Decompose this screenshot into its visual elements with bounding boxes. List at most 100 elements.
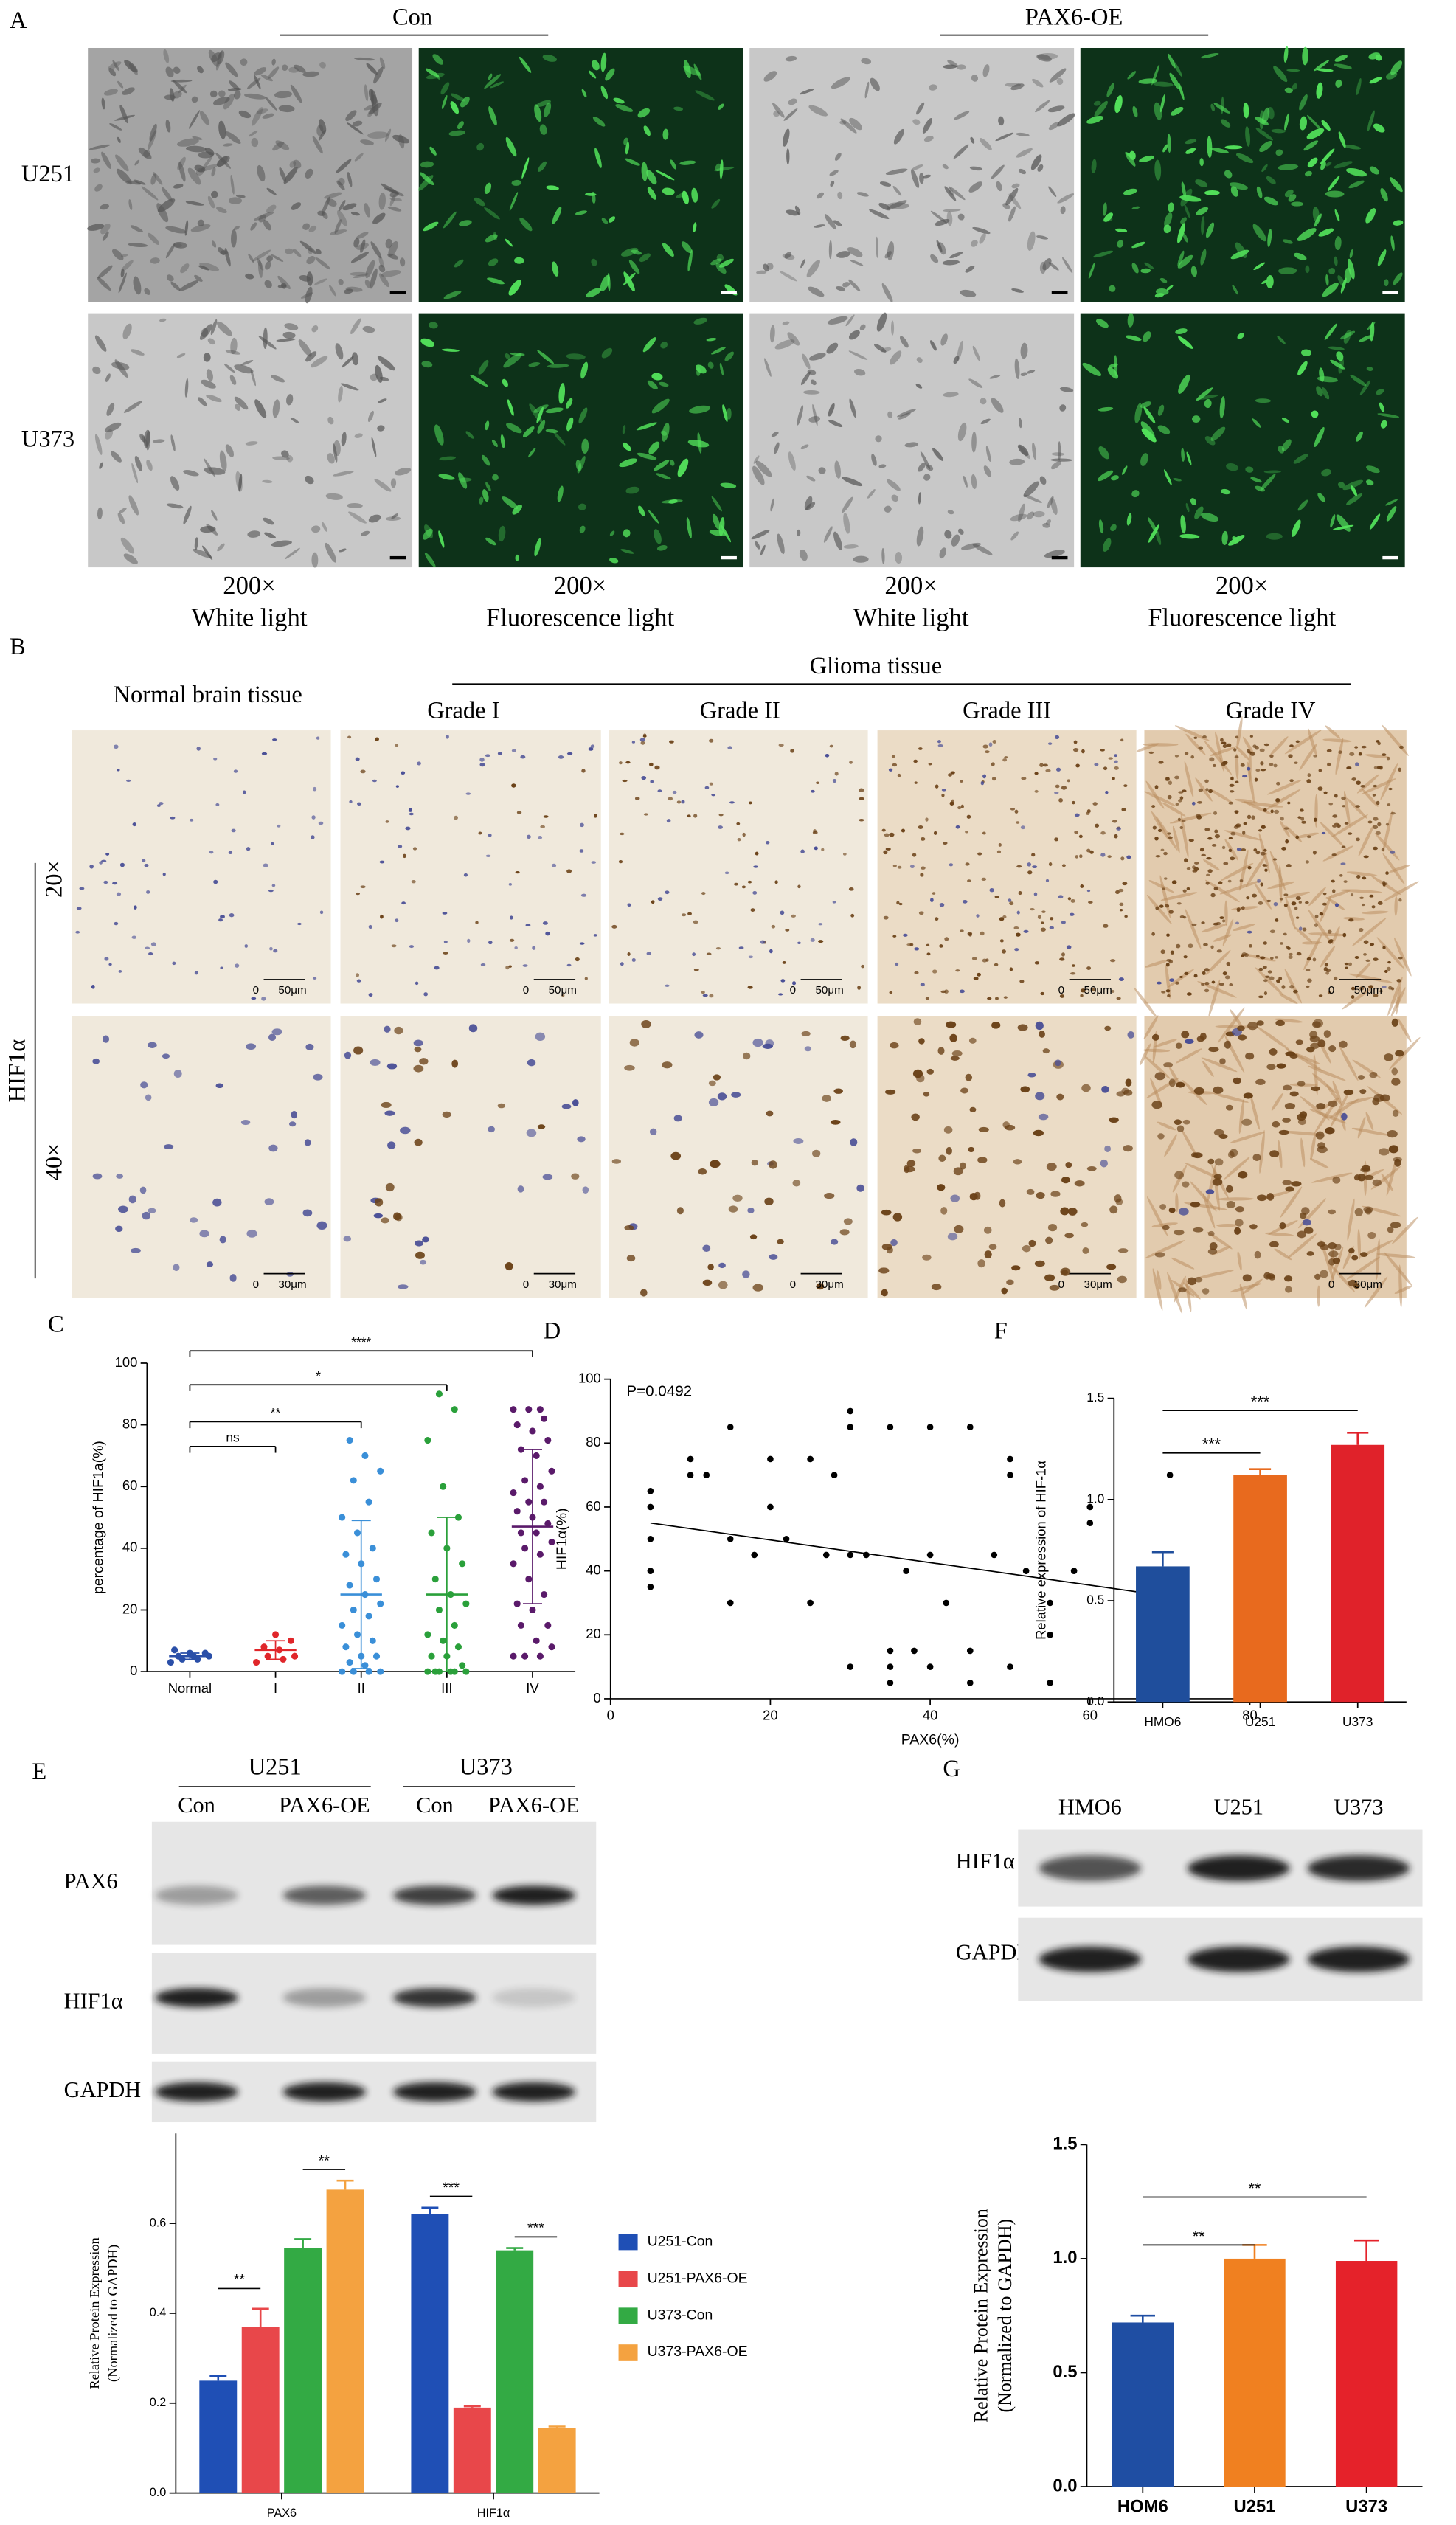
nucleus <box>273 949 278 953</box>
cell <box>345 110 357 121</box>
cell <box>173 66 181 75</box>
nucleus <box>1120 738 1124 742</box>
nucleus <box>1170 950 1174 955</box>
nucleus <box>1047 742 1053 745</box>
cell <box>876 312 887 332</box>
nucleus <box>1390 811 1396 815</box>
nucleus <box>782 960 786 964</box>
nucleus <box>780 979 786 983</box>
nucleus <box>398 845 403 848</box>
nucleus <box>588 747 594 751</box>
nucleus <box>1337 824 1341 828</box>
cell <box>338 278 344 285</box>
cell <box>879 181 892 187</box>
fiber <box>1160 892 1198 901</box>
nucleus <box>1020 825 1025 830</box>
nucleus <box>996 850 1002 854</box>
cell <box>1346 167 1367 177</box>
cell <box>188 110 200 129</box>
nucleus <box>967 932 973 935</box>
fiber <box>1351 918 1387 946</box>
nucleus <box>1034 789 1039 793</box>
grade-label: Grade IV <box>1226 698 1316 724</box>
nucleus <box>1037 915 1041 919</box>
nucleus <box>1329 939 1334 943</box>
cell <box>1207 136 1213 159</box>
nucleus <box>162 873 166 876</box>
nucleus <box>1298 926 1303 931</box>
cell <box>1393 272 1403 285</box>
dot <box>536 1551 544 1558</box>
dot <box>201 1649 209 1657</box>
y-tick-label: 0.5 <box>1086 1593 1104 1607</box>
nucleus <box>1364 1174 1374 1180</box>
scale-length: 30μm <box>1084 1278 1112 1291</box>
nucleus <box>139 1186 147 1194</box>
cell <box>1056 77 1064 85</box>
nucleus <box>1358 752 1362 756</box>
nucleus <box>488 941 493 945</box>
nucleus <box>634 797 640 800</box>
x-tick-label: IV <box>526 1680 539 1696</box>
nucleus <box>914 781 918 784</box>
cell <box>800 258 806 269</box>
point <box>887 1663 894 1670</box>
nucleus <box>1213 1086 1224 1094</box>
cell <box>1237 332 1244 339</box>
dot <box>513 1600 521 1607</box>
fiber <box>1390 987 1406 1017</box>
nucleus <box>1242 1274 1252 1282</box>
nucleus <box>1282 1118 1291 1123</box>
nucleus <box>626 1255 636 1262</box>
cell <box>318 129 326 141</box>
cell <box>336 180 345 190</box>
cell <box>519 218 533 232</box>
cell <box>1059 404 1067 412</box>
cell <box>1159 94 1165 113</box>
cell <box>1141 428 1157 443</box>
nucleus <box>984 750 990 754</box>
cell <box>659 381 669 387</box>
point <box>847 1551 854 1559</box>
nucleus <box>1221 845 1226 850</box>
nucleus <box>505 1261 513 1271</box>
nucleus <box>994 963 999 966</box>
fiber <box>1224 1157 1250 1180</box>
nucleus <box>131 935 136 939</box>
point <box>1086 1520 1094 1526</box>
nucleus <box>1163 851 1168 856</box>
cell <box>218 120 226 139</box>
blot-label: PAX6 <box>64 1868 118 1894</box>
nucleus <box>1289 952 1293 956</box>
nucleus <box>1263 941 1267 945</box>
cell <box>197 66 204 74</box>
nucleus <box>1272 858 1278 861</box>
cell <box>891 494 898 502</box>
nucleus <box>1226 1104 1233 1111</box>
nucleus <box>508 882 512 886</box>
nucleus <box>1295 835 1300 839</box>
cell <box>94 184 103 192</box>
nucleus <box>173 1069 182 1078</box>
cell <box>1328 346 1345 350</box>
cell <box>972 345 980 361</box>
cell <box>1284 87 1293 94</box>
nucleus <box>976 914 980 918</box>
cell <box>1175 328 1188 335</box>
nucleus <box>676 1207 684 1215</box>
cell <box>368 514 381 523</box>
nucleus <box>1263 979 1268 983</box>
cell <box>806 260 820 278</box>
nucleus <box>618 859 623 864</box>
cell <box>1255 127 1274 141</box>
nucleus <box>1236 909 1241 912</box>
nucleus <box>540 825 545 828</box>
cell <box>848 330 860 340</box>
cell <box>1334 209 1340 222</box>
fiber <box>1259 1129 1265 1174</box>
cell <box>1032 78 1044 88</box>
cell <box>322 212 328 220</box>
cell <box>1132 105 1138 118</box>
nucleus <box>442 1111 451 1118</box>
nucleus <box>1205 788 1209 792</box>
